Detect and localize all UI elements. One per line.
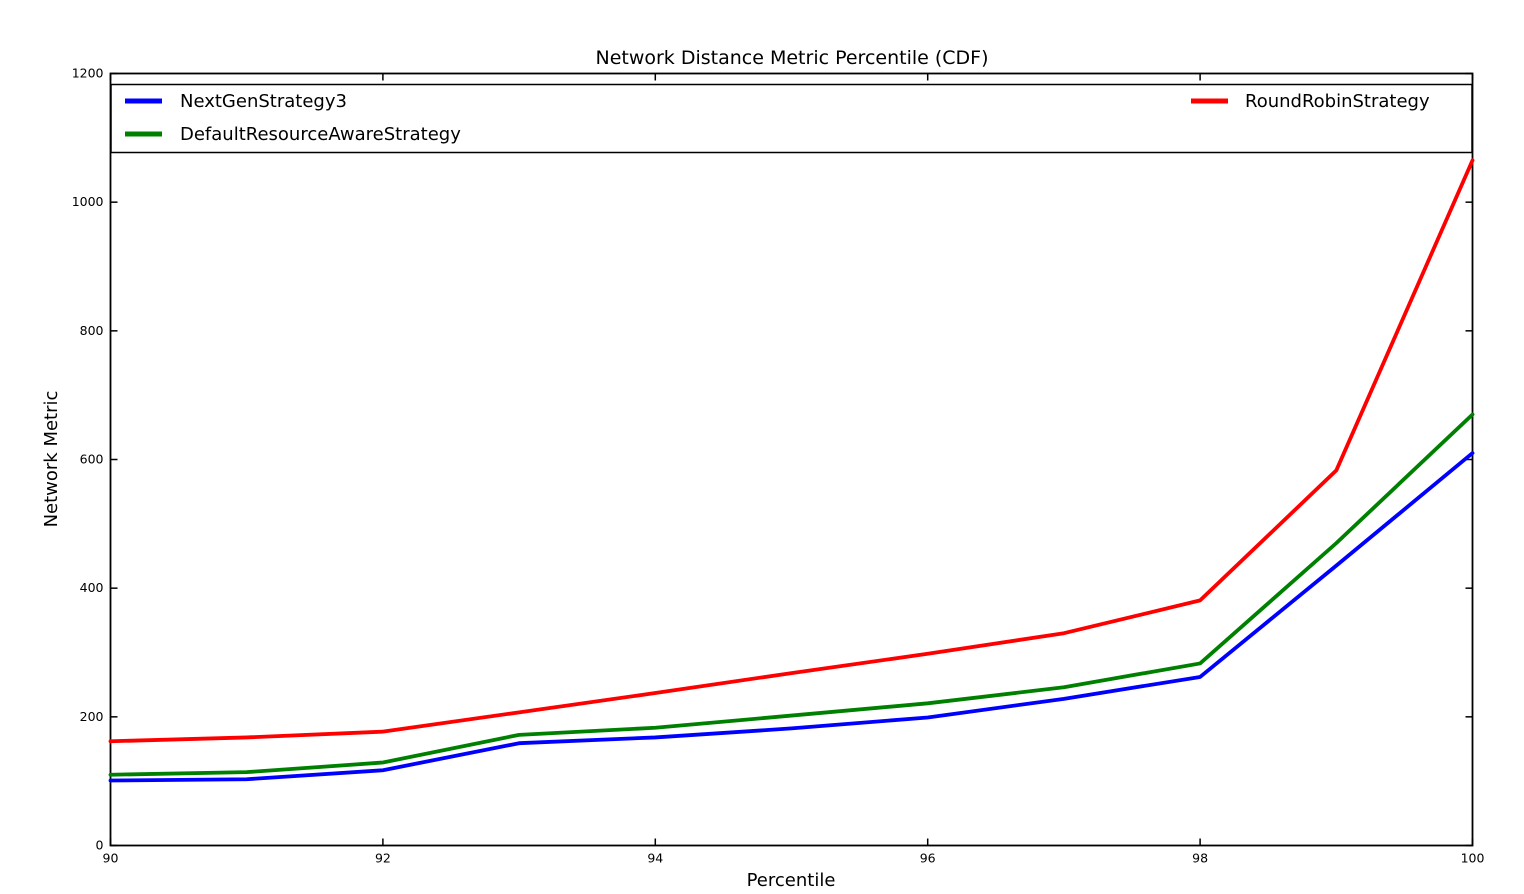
x-tick-label: 98 bbox=[1192, 851, 1208, 866]
y-tick-label: 600 bbox=[80, 452, 104, 467]
legend-label-defaultresourceawarestrategy: DefaultResourceAwareStrategy bbox=[180, 124, 461, 145]
y-tick-label: 1200 bbox=[72, 66, 104, 81]
x-axis-label: Percentile bbox=[747, 870, 836, 891]
x-tick-label: 94 bbox=[647, 851, 663, 866]
x-tick-label: 92 bbox=[375, 851, 391, 866]
y-tick-label: 1000 bbox=[72, 194, 104, 209]
chart-title: Network Distance Metric Percentile (CDF) bbox=[595, 47, 988, 69]
x-tick-label: 100 bbox=[1461, 851, 1485, 866]
line-defaultresourceawarestrategy bbox=[108, 412, 1475, 777]
y-tick-label: 0 bbox=[96, 838, 104, 853]
legend: NextGenStrategy3 DefaultResourceAwareStr… bbox=[110, 83, 1473, 154]
x-tick-label: 96 bbox=[920, 851, 936, 866]
y-tick-label: 200 bbox=[80, 709, 104, 724]
line-roundrobinstrategy bbox=[108, 158, 1475, 744]
y-tick-label: 400 bbox=[80, 580, 104, 595]
y-axis-label: Network Metric bbox=[41, 391, 62, 528]
legend-box bbox=[110, 83, 1473, 154]
y-tick-label: 800 bbox=[80, 323, 104, 338]
x-tick-label: 90 bbox=[103, 851, 119, 866]
legend-label-roundrobinstrategy: RoundRobinStrategy bbox=[1245, 91, 1430, 112]
line-nextgenstrategy3 bbox=[108, 451, 1475, 783]
legend-label-nextgenstrategy3: NextGenStrategy3 bbox=[180, 91, 347, 112]
data-lines bbox=[108, 158, 1475, 783]
